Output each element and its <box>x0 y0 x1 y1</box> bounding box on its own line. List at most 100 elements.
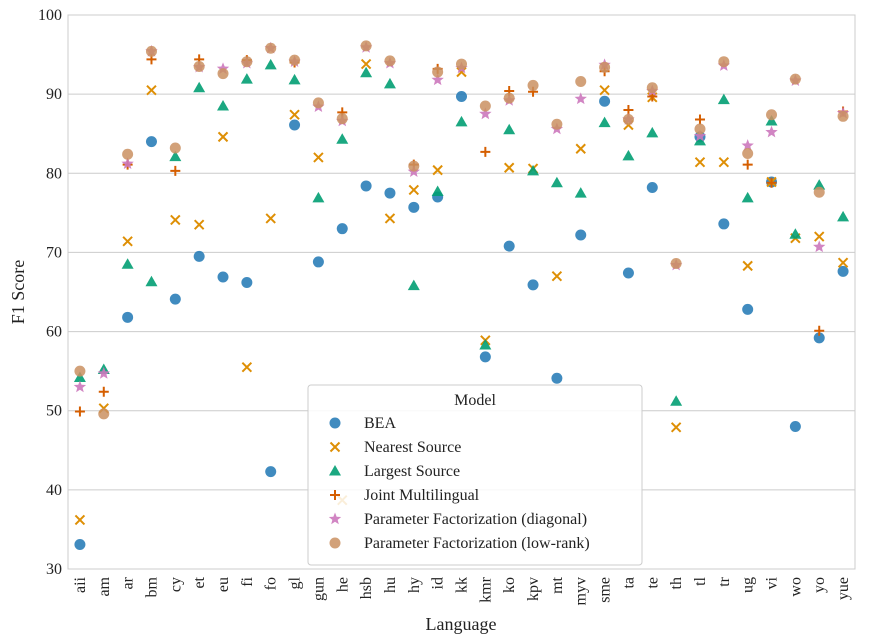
x-tick-label: hy <box>406 577 423 593</box>
data-point <box>599 61 611 73</box>
data-point <box>360 66 373 78</box>
data-point <box>432 164 443 176</box>
data-point <box>169 150 182 162</box>
data-point <box>336 113 348 125</box>
data-point <box>193 60 205 72</box>
y-tick-label: 100 <box>38 7 62 24</box>
data-point <box>73 371 86 382</box>
data-point <box>837 210 850 222</box>
data-point <box>97 367 110 379</box>
legend-marker <box>329 465 341 476</box>
data-point <box>288 73 301 85</box>
data-point <box>264 58 277 70</box>
data-point <box>169 293 181 305</box>
data-point <box>814 231 825 242</box>
data-point <box>646 126 659 138</box>
x-tick-label: vi <box>764 576 781 589</box>
data-point <box>74 365 86 377</box>
data-point <box>742 159 753 170</box>
data-point <box>742 303 754 315</box>
data-point <box>814 325 825 336</box>
x-tick-label: ko <box>501 577 518 593</box>
x-tick-label: kpv <box>525 577 542 601</box>
data-point <box>241 361 253 373</box>
data-point <box>289 119 301 131</box>
x-tick-label: cy <box>167 577 184 592</box>
x-tick-label: kk <box>454 577 471 593</box>
data-point <box>813 186 825 198</box>
data-point <box>240 73 253 84</box>
data-point <box>289 109 300 120</box>
data-point <box>98 408 110 420</box>
data-point <box>145 275 158 287</box>
x-tick-label: am <box>96 576 113 596</box>
data-point <box>360 40 372 52</box>
legend-label: Parameter Factorization (diagonal) <box>364 511 587 528</box>
data-point <box>598 116 611 128</box>
data-point <box>384 187 396 199</box>
x-tick-label: sme <box>597 577 614 603</box>
x-tick-label: id <box>430 577 447 589</box>
data-point <box>408 201 420 213</box>
x-axis-title: Language <box>426 614 497 634</box>
y-tick-label: 30 <box>46 561 62 578</box>
data-point <box>574 92 587 105</box>
data-point <box>789 73 801 85</box>
data-point <box>312 97 324 109</box>
data-point <box>145 136 157 148</box>
data-points <box>73 40 850 550</box>
x-tick-labels: aii am ar bm cy et eu fi fo gl gun he hsb hu hy id kk kmr… <box>72 576 852 605</box>
data-point <box>312 191 325 203</box>
legend-marker <box>329 417 341 429</box>
legend-item: BEA <box>329 415 396 432</box>
data-point <box>670 422 682 433</box>
data-point <box>265 466 277 478</box>
data-point <box>622 267 634 279</box>
x-tick-label: fi <box>239 576 256 586</box>
y-tick-labels: 30 40 50 60 70 80 90 100 <box>38 7 62 578</box>
data-point <box>265 213 276 224</box>
data-point <box>480 146 491 157</box>
data-point <box>456 58 467 70</box>
x-tick-label: eu <box>215 577 232 592</box>
x-tick-label: et <box>191 576 208 588</box>
data-point <box>383 77 396 89</box>
data-point <box>503 240 515 252</box>
x-tick-label: ta <box>620 577 637 589</box>
data-point <box>336 223 348 235</box>
data-point <box>765 125 778 138</box>
data-point <box>169 142 181 154</box>
y-tick-label: 60 <box>46 324 62 341</box>
data-point <box>670 258 682 270</box>
data-point <box>575 75 587 87</box>
legend-marker <box>328 512 342 525</box>
legend-marker <box>329 537 341 549</box>
data-point <box>241 56 253 68</box>
x-tick-label: hsb <box>358 577 375 599</box>
data-point <box>813 240 826 253</box>
x-tick-label: ug <box>740 577 757 593</box>
legend: Model BEA Nearest Source Largest Source Join… <box>307 384 643 566</box>
data-point <box>837 110 849 122</box>
legend-marker <box>330 490 340 500</box>
data-point <box>694 123 706 135</box>
data-point <box>241 277 253 289</box>
legend-item: Largest Source <box>329 463 460 480</box>
data-point <box>789 421 801 433</box>
data-point <box>122 311 134 323</box>
data-point <box>574 187 587 198</box>
series-largest-source <box>73 58 850 406</box>
data-point <box>527 79 539 91</box>
data-point <box>646 182 658 194</box>
data-point <box>193 250 205 262</box>
x-tick-label: hu <box>382 577 399 593</box>
x-tick-label: wo <box>787 577 804 597</box>
data-point <box>670 395 683 406</box>
data-point <box>693 129 707 142</box>
data-point <box>813 332 825 344</box>
data-point <box>456 66 467 78</box>
data-point <box>718 218 730 230</box>
data-point <box>575 143 586 154</box>
data-point <box>431 73 444 86</box>
data-point <box>193 81 206 93</box>
